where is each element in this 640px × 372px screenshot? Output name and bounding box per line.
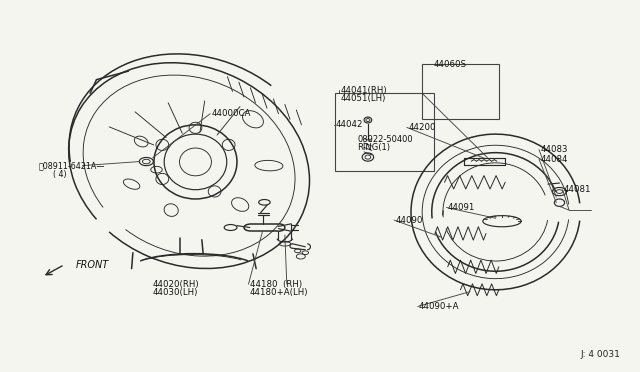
Text: 44090+A: 44090+A <box>419 302 460 311</box>
Text: 44041(RH): 44041(RH) <box>340 86 387 95</box>
Text: 44083: 44083 <box>540 145 568 154</box>
Text: J: 4 0031: J: 4 0031 <box>580 350 620 359</box>
Text: 44020(RH): 44020(RH) <box>153 280 199 289</box>
Text: 44030(LH): 44030(LH) <box>153 288 198 297</box>
Text: 44060S: 44060S <box>434 60 467 69</box>
Text: 44200: 44200 <box>408 123 436 132</box>
Text: 44042: 44042 <box>335 121 363 129</box>
Text: RING(1): RING(1) <box>357 143 390 152</box>
Text: 44084: 44084 <box>540 155 568 164</box>
Bar <box>422 64 499 119</box>
Text: ⓝ08911-6421A—: ⓝ08911-6421A— <box>39 161 106 170</box>
Bar <box>335 93 435 171</box>
Text: 08922-50400: 08922-50400 <box>357 135 413 144</box>
Text: 44180  (RH): 44180 (RH) <box>250 280 302 289</box>
Text: 44180+A(LH): 44180+A(LH) <box>250 288 308 297</box>
Text: 44051(LH): 44051(LH) <box>340 94 386 103</box>
Text: 44081: 44081 <box>564 185 591 194</box>
Text: ( 4): ( 4) <box>53 170 67 179</box>
Text: 44090: 44090 <box>396 216 423 225</box>
Text: 44000CA: 44000CA <box>211 109 251 118</box>
Text: 44091: 44091 <box>448 203 475 212</box>
Text: FRONT: FRONT <box>76 260 109 270</box>
